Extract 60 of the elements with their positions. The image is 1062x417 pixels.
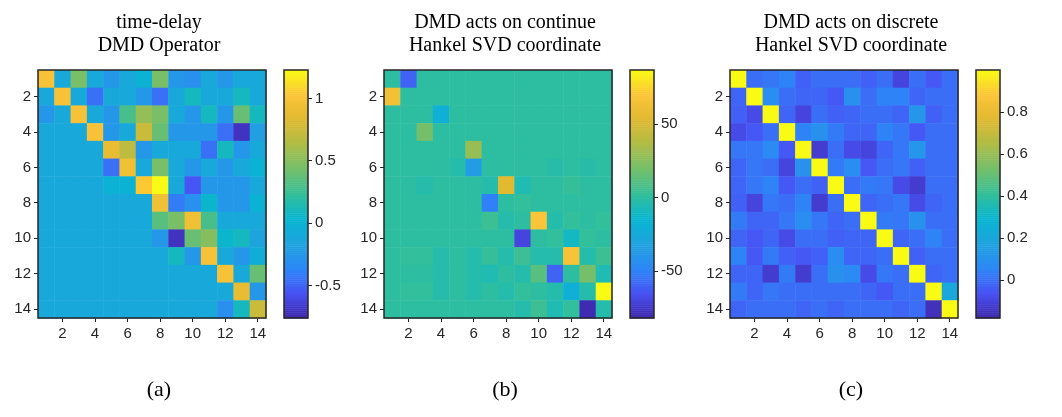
x-tick-label: 10 xyxy=(530,324,548,342)
color-bar-label: 0.5 xyxy=(315,151,336,169)
color-bar-label: 0.6 xyxy=(1007,144,1028,162)
x-tick-label: 4 xyxy=(436,324,446,342)
y-tick-label: 10 xyxy=(14,228,31,246)
y-tick-label: 8 xyxy=(714,193,723,210)
chart-title: DMD acts on continue Hankel SVD coordinate xyxy=(407,10,603,57)
y-tick-label: 8 xyxy=(368,193,377,210)
y-tick-label: 14 xyxy=(14,299,31,317)
y-tick-label: 2 xyxy=(714,86,723,104)
y-tick-label: 4 xyxy=(368,122,377,140)
color-bar-label: -0.5 xyxy=(315,275,341,293)
x-tick-label: 12 xyxy=(216,324,234,342)
x-tick-label: 6 xyxy=(815,324,824,342)
x-tick-label: 8 xyxy=(155,324,165,342)
x-tick-label: 6 xyxy=(469,324,478,342)
y-tick-label: 12 xyxy=(706,263,723,281)
x-tick-label: 6 xyxy=(123,324,132,342)
chart-title: DMD acts on discrete Hankel SVD coordinate xyxy=(753,10,949,57)
y-tick-label: 2 xyxy=(22,86,31,104)
x-tick-label: 14 xyxy=(941,324,959,342)
y-tick-label: 14 xyxy=(360,299,377,317)
text: (c) xyxy=(837,376,865,402)
x-tick-label: 10 xyxy=(184,324,202,342)
color-bar-label: 0.4 xyxy=(1007,186,1028,204)
x-tick-label: 10 xyxy=(876,324,894,342)
x-tick-label: 4 xyxy=(782,324,792,342)
x-tick-label: 8 xyxy=(847,324,857,342)
y-tick-label: 6 xyxy=(22,157,31,175)
y-tick-label: 10 xyxy=(360,228,377,246)
x-tick-label: 2 xyxy=(58,324,67,342)
color-bar-label: 0 xyxy=(661,187,670,205)
x-tick-label: 14 xyxy=(249,324,267,342)
y-tick-label: 4 xyxy=(714,122,723,140)
y-tick-label: 10 xyxy=(706,228,723,246)
color-bar-label: -50 xyxy=(661,261,683,279)
color-bar-label: 50 xyxy=(661,114,678,132)
y-tick-label: 4 xyxy=(22,122,31,140)
x-tick-label: 2 xyxy=(404,324,413,342)
y-tick-label: 2 xyxy=(368,86,377,104)
x-tick-label: 12 xyxy=(562,324,580,342)
x-tick-label: 12 xyxy=(908,324,926,342)
y-tick-label: 8 xyxy=(22,193,31,210)
text: (b) xyxy=(491,376,519,402)
x-tick-label: 4 xyxy=(90,324,100,342)
color-bar-label: 0.2 xyxy=(1007,228,1028,246)
y-tick-label: 6 xyxy=(368,157,377,175)
color-bar-label: 0 xyxy=(315,213,324,231)
x-tick-label: 14 xyxy=(595,324,613,342)
y-tick-label: 12 xyxy=(14,263,31,281)
y-tick-label: 6 xyxy=(714,157,723,175)
x-tick-label: 8 xyxy=(501,324,511,342)
color-bar-label: 1 xyxy=(315,88,324,106)
text: (a) xyxy=(145,376,173,402)
x-tick-label: 2 xyxy=(750,324,759,342)
y-tick-label: 12 xyxy=(360,263,377,281)
color-bar-label: 0 xyxy=(1007,270,1016,288)
chart-title: time-delay DMD Operator xyxy=(96,10,222,58)
y-tick-label: 14 xyxy=(706,299,723,317)
color-bar-label: 0.8 xyxy=(1007,102,1028,120)
